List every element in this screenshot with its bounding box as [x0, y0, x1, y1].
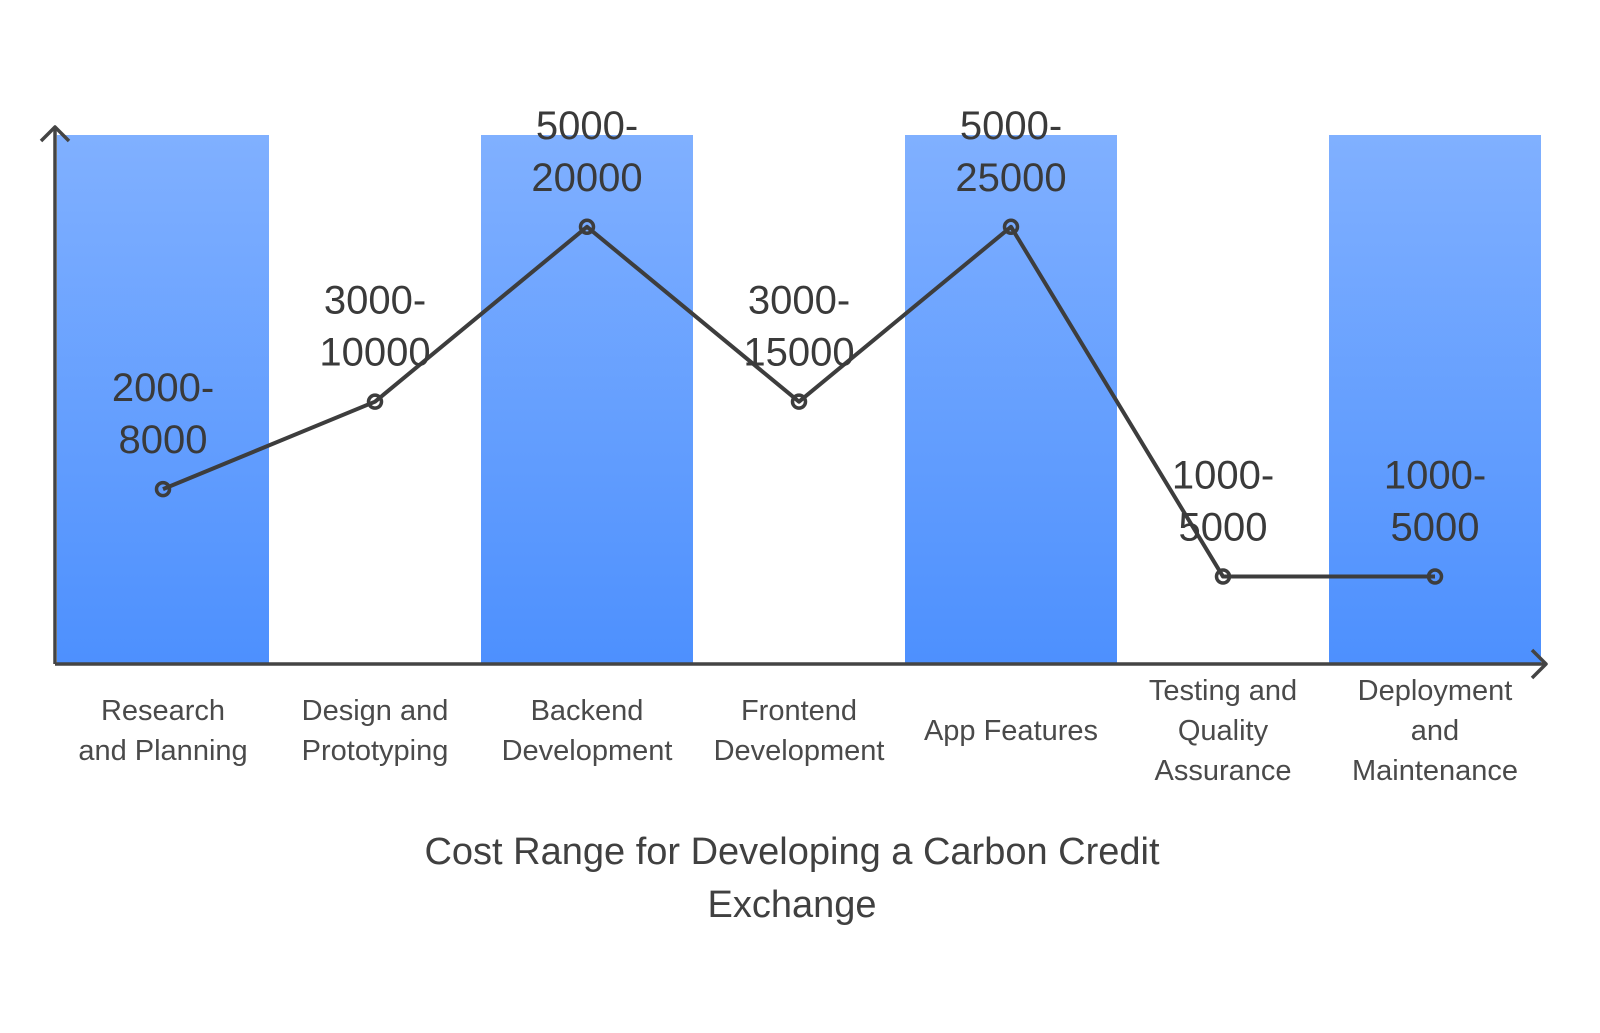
category-label-4: Frontend Development	[714, 695, 885, 767]
cost-line-path	[162, 224, 1435, 579]
value-label-7: 1000-5000	[1384, 454, 1486, 550]
value-label-4: 3000-15000	[743, 279, 854, 375]
data-point-7	[1426, 568, 1444, 585]
x-axis-arrow	[1530, 648, 1548, 680]
data-point-5	[1002, 218, 1020, 236]
value-labels: 2000-8000 3000-10000 5000-20000 3000-15000 5…	[112, 104, 1486, 550]
data-point-3	[578, 218, 596, 236]
category-label-3: Backend Development	[502, 695, 673, 767]
data-point-4	[790, 393, 808, 410]
value-label-3: 5000-20000	[531, 104, 642, 200]
value-label-6: 1000-5000	[1172, 454, 1274, 550]
chart-title-text: Cost Range for Developing a Carbon Credi…	[424, 831, 1160, 926]
column-band-3	[481, 135, 693, 664]
category-label-2: Design and Prototyping	[302, 695, 449, 767]
data-point-6	[1214, 568, 1232, 585]
axes	[39, 125, 1548, 680]
data-point-1	[154, 480, 172, 498]
value-label-2: 3000-10000	[319, 279, 430, 375]
column-band-5	[905, 135, 1117, 664]
category-label-6: Testing and Quality Assurance	[1149, 675, 1297, 787]
value-label-5: 5000-25000	[955, 104, 1066, 200]
data-point-2	[366, 393, 384, 410]
chart-title: Cost Range for Developing a Carbon Credi…	[424, 831, 1160, 926]
category-labels: Research and Planning Design and Prototypin…	[78, 675, 1518, 787]
category-label-5: App Features	[924, 715, 1098, 747]
category-label-7: Deployment and Maintenance	[1352, 675, 1518, 787]
column-band-1	[57, 135, 269, 664]
cost-line	[154, 218, 1444, 585]
value-label-1: 2000-8000	[112, 366, 214, 462]
category-label-1: Research and Planning	[78, 695, 247, 767]
y-axis-arrow	[39, 125, 71, 143]
